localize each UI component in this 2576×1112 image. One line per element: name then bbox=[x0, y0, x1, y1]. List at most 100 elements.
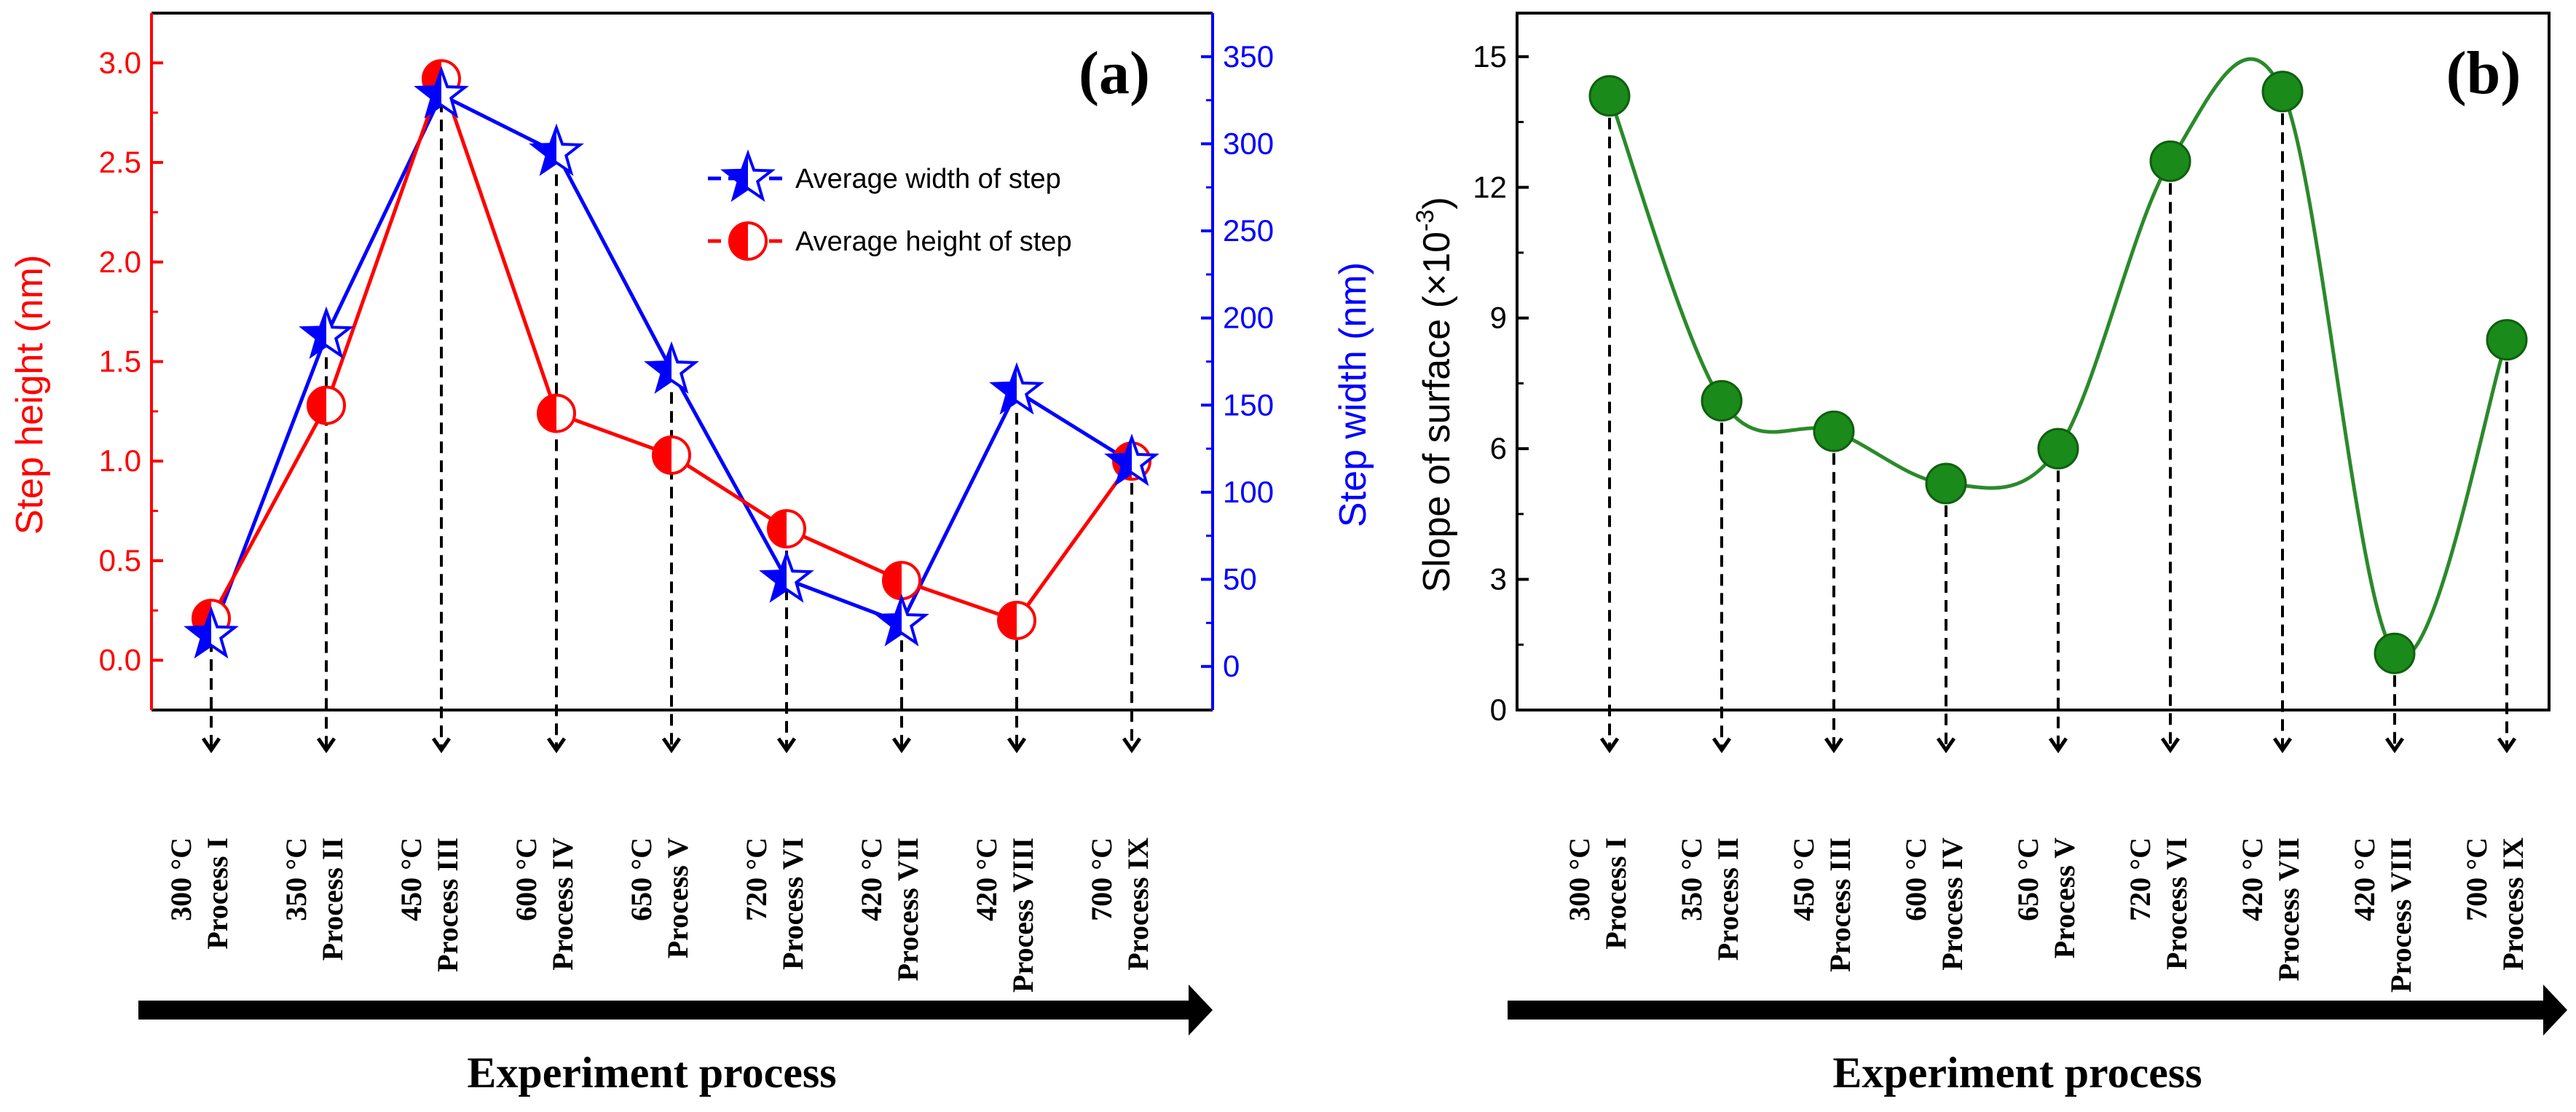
b-temp-label-8: 420 °C bbox=[2348, 837, 2381, 921]
b-drop-line-4 bbox=[1936, 505, 1956, 754]
a-process-label-2: Process II bbox=[316, 837, 349, 961]
b-ylabel-sup: -3 bbox=[1411, 210, 1439, 232]
panel-a-chart: 0.0 0.5 1.0 1.5 2.0 2.5 3.0 0 50 100 150 200 250 300 3… bbox=[9, 12, 1374, 1097]
b-point-5 bbox=[2037, 427, 2079, 470]
a-width-point-6 bbox=[759, 550, 814, 603]
a-width-point-7 bbox=[874, 594, 929, 647]
b-temp-label-2: 350 °C bbox=[1675, 837, 1708, 921]
a-left-tick-label: 2.5 bbox=[99, 145, 141, 179]
b-process-label-1: Process I bbox=[1599, 837, 1632, 950]
b-ylabel-close: ) bbox=[1416, 197, 1458, 209]
a-drop-line-1 bbox=[201, 640, 221, 754]
a-axes bbox=[150, 12, 1214, 711]
a-legend-width-marker bbox=[720, 149, 776, 202]
a-right-tick-label: 100 bbox=[1223, 475, 1274, 509]
a-process-label-9: Process IX bbox=[1122, 837, 1154, 971]
a-drop-line-8 bbox=[1007, 413, 1027, 754]
a-left-tick-label: 3.0 bbox=[99, 45, 141, 79]
b-tick-label: 15 bbox=[1473, 39, 1507, 74]
a-right-tick-label: 350 bbox=[1223, 39, 1274, 74]
a-temp-label-3: 450 °C bbox=[395, 837, 428, 921]
a-ylabel-right: Step width (nm) bbox=[1332, 262, 1374, 527]
a-left-tick-label: 1.5 bbox=[99, 344, 141, 379]
a-temp-label-9: 700 °C bbox=[1085, 837, 1118, 921]
a-width-point-3 bbox=[414, 66, 469, 119]
a-width-point-8 bbox=[989, 362, 1044, 415]
b-drop-line-6 bbox=[2160, 183, 2181, 754]
a-drop-line-4 bbox=[546, 174, 567, 754]
a-process-label-6: Process VI bbox=[776, 837, 809, 970]
a-temp-label-6: 720 °C bbox=[740, 837, 773, 921]
a-right-tick-label: 50 bbox=[1223, 562, 1257, 596]
a-process-label-5: Process V bbox=[661, 837, 694, 958]
b-temp-label-7: 420 °C bbox=[2236, 837, 2269, 921]
b-drop-line-2 bbox=[1712, 422, 1732, 754]
b-process-label-3: Process III bbox=[1824, 837, 1856, 972]
b-point-9 bbox=[2486, 319, 2528, 361]
a-legend-circle-shape bbox=[728, 221, 768, 261]
a-left-tick-label: 1.0 bbox=[99, 443, 141, 478]
a-xlabel: Experiment process bbox=[467, 1049, 836, 1097]
a-right-tick-label: 0 bbox=[1223, 649, 1240, 683]
a-process-label-7: Process VII bbox=[891, 837, 924, 981]
b-ylabel: Slope of surface (×10-3) bbox=[1411, 197, 1458, 592]
a-right-tick-label: 300 bbox=[1223, 126, 1274, 160]
b-ylabel-main: Slope of surface (×10 bbox=[1416, 232, 1458, 593]
b-temp-label-9: 700 °C bbox=[2460, 837, 2493, 921]
a-height-point-7 bbox=[882, 561, 921, 601]
b-temp-label-6: 720 °C bbox=[2124, 837, 2156, 921]
b-point-7 bbox=[2261, 71, 2304, 113]
a-right-tick-label: 250 bbox=[1223, 213, 1274, 248]
b-xlabel: Experiment process bbox=[1832, 1049, 2202, 1097]
b-process-label-9: Process IX bbox=[2497, 837, 2529, 971]
a-temp-label-4: 600 °C bbox=[510, 837, 543, 921]
b-point-4 bbox=[1925, 462, 1967, 505]
a-temp-label-7: 420 °C bbox=[855, 837, 888, 921]
b-drop-line-1 bbox=[1599, 117, 1620, 754]
b-temp-label-5: 650 °C bbox=[2012, 837, 2044, 921]
a-drop-lines bbox=[201, 100, 1142, 754]
b-process-label-5: Process V bbox=[2048, 837, 2081, 958]
a-left-tick-label: 0.0 bbox=[99, 643, 141, 677]
a-category-labels: 300 °C Process I 350 °C Process II 450 °C Pro… bbox=[165, 837, 1154, 993]
a-process-label-8: Process VIII bbox=[1007, 837, 1039, 993]
a-legend-width-label: Average width of step bbox=[795, 164, 1061, 194]
a-drop-line-6 bbox=[776, 551, 797, 754]
a-process-label-3: Process III bbox=[431, 837, 464, 972]
a-left-tick-label: 2.0 bbox=[99, 245, 141, 279]
b-process-label-4: Process IV bbox=[1936, 837, 1969, 971]
b-tick-label: 12 bbox=[1473, 170, 1507, 204]
b-axes bbox=[1516, 12, 2551, 711]
b-point-3 bbox=[1813, 410, 1855, 452]
a-legend-height-label: Average height of step bbox=[795, 226, 1072, 257]
a-right-tick-label: 200 bbox=[1223, 301, 1274, 335]
a-process-arrow bbox=[138, 985, 1213, 1036]
b-point-2 bbox=[1701, 379, 1743, 422]
a-height-point-4 bbox=[537, 393, 576, 433]
a-width-point-1 bbox=[184, 606, 239, 659]
a-temp-label-2: 350 °C bbox=[280, 837, 312, 921]
a-width-point-9 bbox=[1104, 433, 1159, 486]
a-width-point-2 bbox=[299, 306, 354, 359]
b-tick-labels: 0 3 6 9 12 15 bbox=[1473, 39, 1507, 727]
b-process-label-8: Process VIII bbox=[2384, 837, 2417, 993]
a-legend-height-marker bbox=[728, 221, 768, 261]
b-tick-label: 9 bbox=[1490, 301, 1507, 335]
b-drop-line-7 bbox=[2272, 113, 2293, 754]
a-height-point-8 bbox=[997, 600, 1036, 640]
a-width-point-5 bbox=[644, 341, 699, 394]
a-process-label-4: Process IV bbox=[546, 837, 579, 971]
b-drop-line-9 bbox=[2497, 361, 2517, 754]
a-drop-line-3 bbox=[431, 100, 452, 754]
a-temp-label-8: 420 °C bbox=[970, 837, 1003, 921]
a-height-point-5 bbox=[652, 435, 691, 476]
b-tick-label: 6 bbox=[1490, 431, 1507, 465]
a-tick-labels: 0.0 0.5 1.0 1.5 2.0 2.5 3.0 0 50 100 150 200 250 300 3… bbox=[99, 39, 1274, 683]
a-temp-label-1: 300 °C bbox=[165, 837, 197, 921]
a-left-tick-label: 0.5 bbox=[99, 543, 141, 577]
a-markers bbox=[184, 59, 1159, 659]
b-point-6 bbox=[2149, 140, 2191, 182]
b-point-8 bbox=[2374, 632, 2416, 674]
b-category-labels: 300 °C Process I 350 °C Process II 450 °C Pro… bbox=[1563, 837, 2529, 993]
a-ylabel-left: Step height (nm) bbox=[9, 255, 51, 535]
